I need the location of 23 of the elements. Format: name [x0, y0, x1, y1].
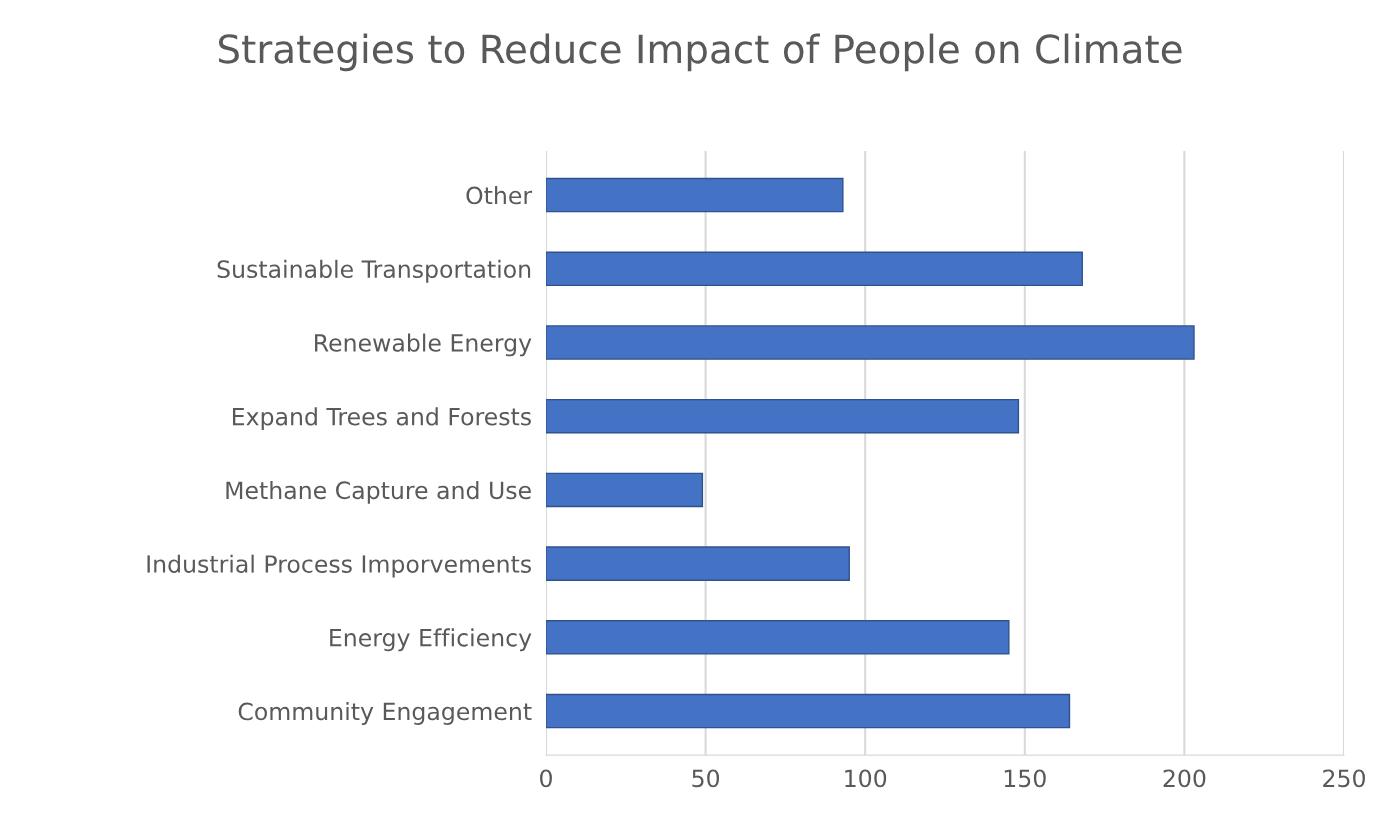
y-tick-label: Industrial Process Imporvements	[147, 554, 531, 578]
y-tick-label: Renewable Energy	[315, 333, 532, 357]
y-tick-label: Sustainable Transportation	[217, 259, 531, 283]
chart-title: Strategies to Reduce Impact of People on Climate	[218, 33, 1182, 72]
y-tick-label: Methane Capture and Use	[226, 480, 531, 504]
y-tick-label: Energy Efficiency	[330, 628, 532, 652]
x-tick-label: 0	[540, 769, 552, 788]
x-tick-label: 100	[845, 769, 887, 788]
bar	[546, 177, 844, 213]
bar	[546, 620, 1010, 655]
bar	[546, 472, 704, 508]
bar	[546, 546, 850, 581]
y-tick-label: Other	[466, 186, 533, 205]
x-tick-label: 250	[1323, 769, 1365, 788]
y-tick-label: Community Engagement	[238, 702, 532, 725]
x-tick-label: 150	[1004, 769, 1046, 788]
bar	[546, 251, 1083, 287]
bar	[546, 398, 1020, 434]
x-tick-label: 50	[692, 769, 720, 788]
bar	[546, 325, 1195, 360]
x-tick-label: 200	[1163, 769, 1206, 788]
y-tick-label: Expand Trees and Forests	[232, 407, 531, 431]
bar	[546, 693, 1071, 729]
